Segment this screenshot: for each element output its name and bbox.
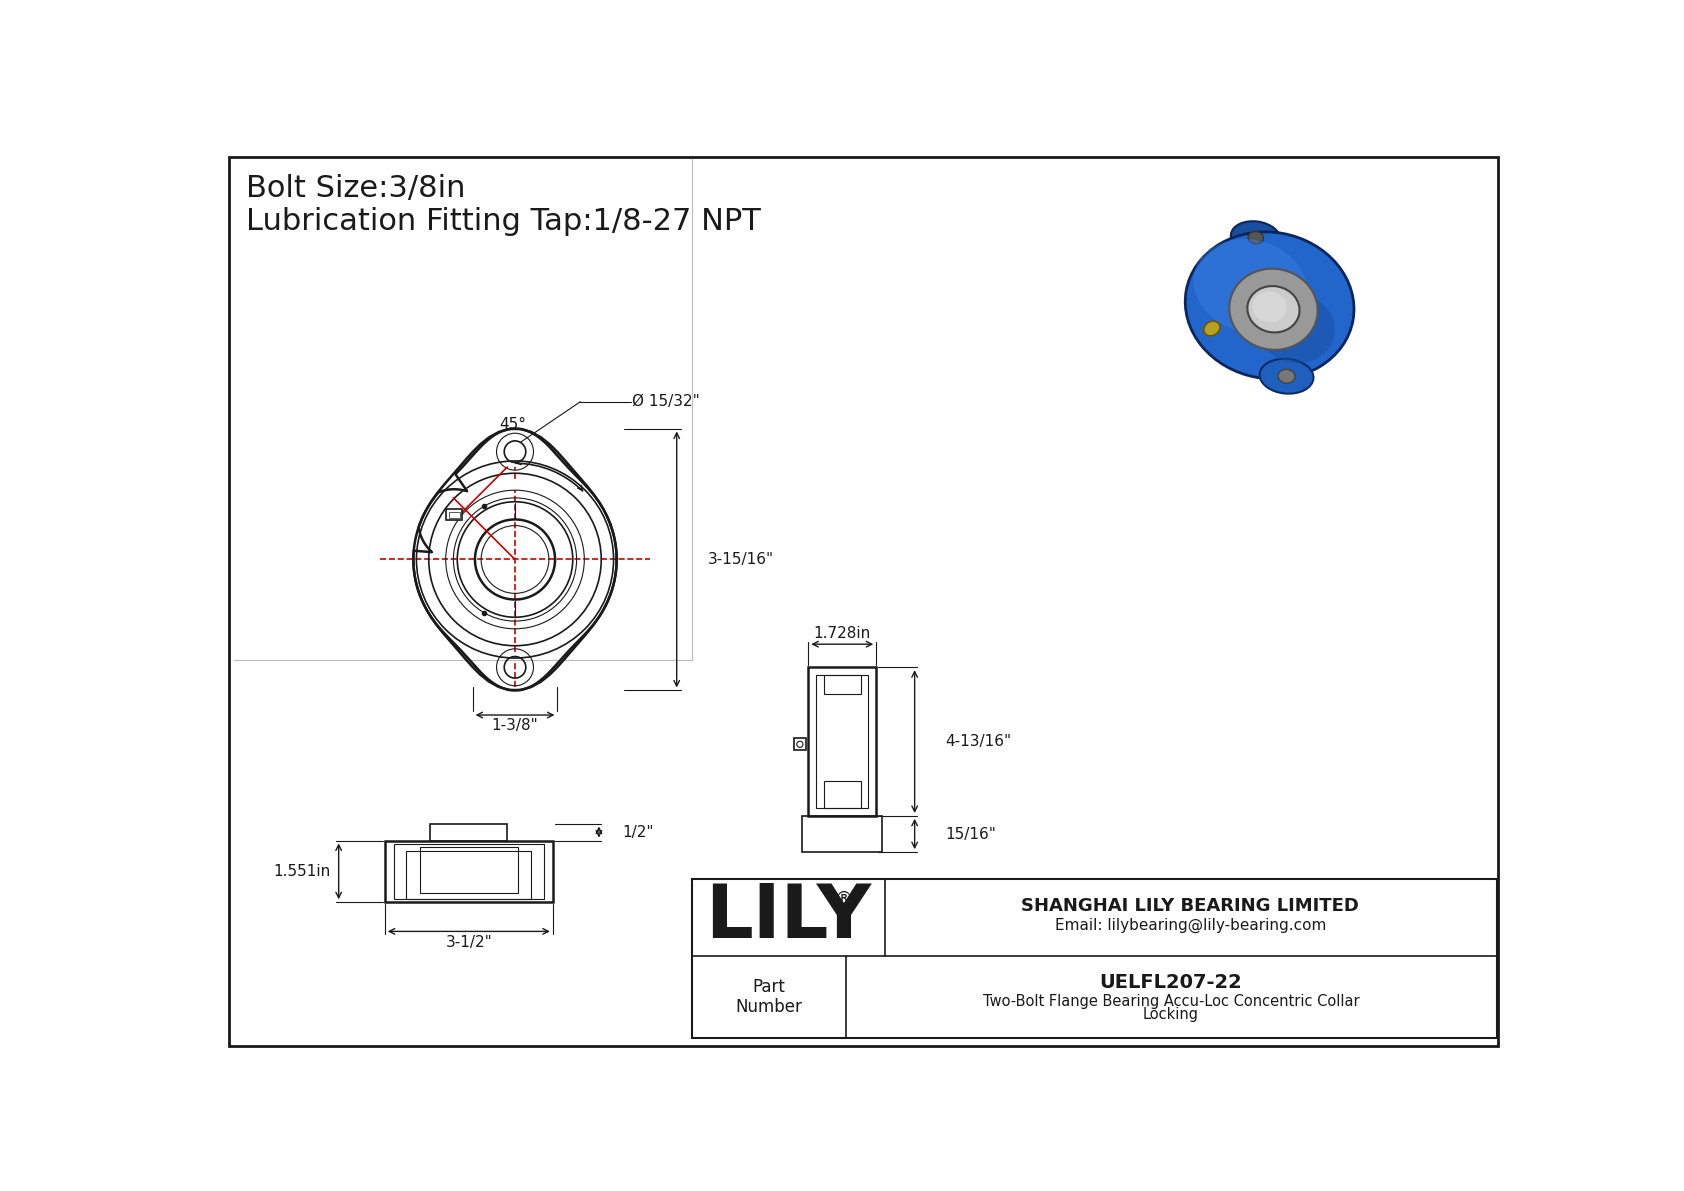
Text: 1-3/8": 1-3/8" <box>492 718 539 734</box>
Text: 3-1/2": 3-1/2" <box>446 935 492 949</box>
Text: UELFL207-22: UELFL207-22 <box>1100 973 1243 992</box>
Bar <box>394 843 544 899</box>
Ellipse shape <box>1258 294 1335 363</box>
Bar <box>808 667 876 816</box>
Bar <box>823 781 861 809</box>
Text: 1.728in: 1.728in <box>813 626 871 641</box>
Bar <box>823 675 861 694</box>
Bar <box>419 847 519 893</box>
Text: LILY: LILY <box>706 881 871 954</box>
Ellipse shape <box>1194 239 1307 333</box>
Ellipse shape <box>1248 231 1263 244</box>
Text: ®: ® <box>835 890 852 908</box>
Bar <box>793 738 807 750</box>
Text: Locking: Locking <box>1143 1006 1199 1022</box>
Bar <box>802 816 882 852</box>
Text: Lubrication Fitting Tap:1/8-27 NPT: Lubrication Fitting Tap:1/8-27 NPT <box>246 207 759 236</box>
Ellipse shape <box>1253 292 1287 323</box>
Text: Two-Bolt Flange Bearing Accu-Loc Concentric Collar: Two-Bolt Flange Bearing Accu-Loc Concent… <box>983 993 1359 1009</box>
Bar <box>448 512 460 518</box>
Text: Bolt Size:3/8in: Bolt Size:3/8in <box>246 175 465 204</box>
Text: 1/2": 1/2" <box>621 824 653 840</box>
Bar <box>386 841 552 902</box>
Text: 15/16": 15/16" <box>945 827 997 842</box>
Text: 1.551in: 1.551in <box>274 863 332 879</box>
Ellipse shape <box>1229 269 1317 350</box>
Text: 3-15/16": 3-15/16" <box>707 551 773 567</box>
Bar <box>692 879 1497 1039</box>
Ellipse shape <box>1204 322 1219 336</box>
Ellipse shape <box>1260 358 1314 394</box>
Text: Ø 15/32": Ø 15/32" <box>632 394 701 410</box>
Ellipse shape <box>1231 222 1280 254</box>
Bar <box>446 510 461 520</box>
Bar <box>406 852 530 899</box>
Text: 45°: 45° <box>500 417 527 432</box>
Text: Email: lilybearing@lily-bearing.com: Email: lilybearing@lily-bearing.com <box>1054 918 1325 934</box>
Ellipse shape <box>1278 369 1295 384</box>
Text: SHANGHAI LILY BEARING LIMITED: SHANGHAI LILY BEARING LIMITED <box>1022 897 1359 915</box>
Ellipse shape <box>1186 232 1354 379</box>
Ellipse shape <box>1248 286 1300 332</box>
Text: Part
Number: Part Number <box>736 978 803 1016</box>
Bar <box>431 824 507 841</box>
Text: 4-13/16": 4-13/16" <box>945 735 1012 749</box>
Bar <box>817 675 869 809</box>
Ellipse shape <box>1260 358 1314 394</box>
